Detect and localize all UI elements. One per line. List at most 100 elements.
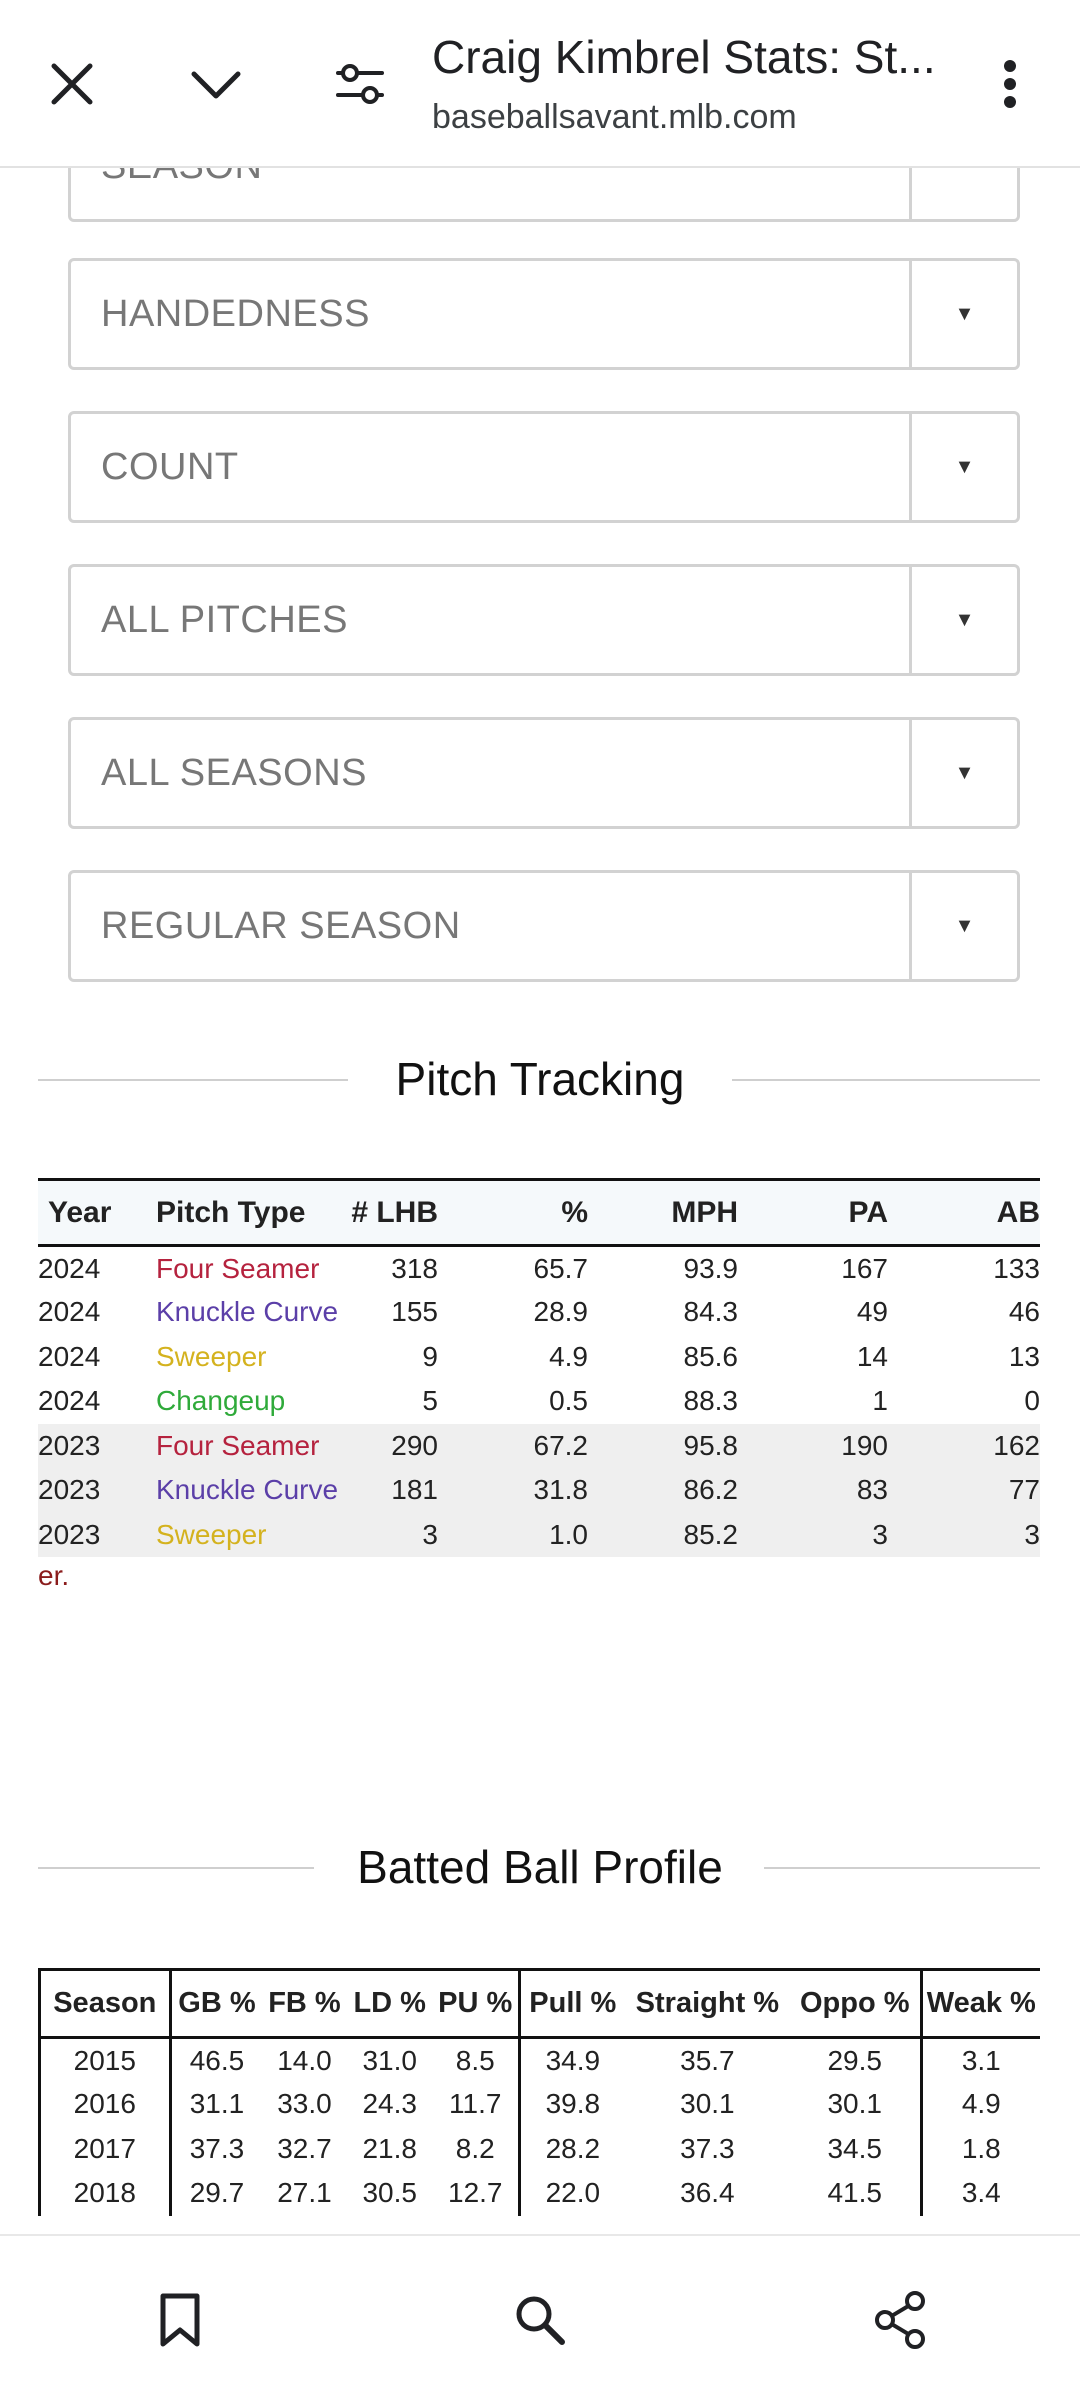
cell-lhb: 5 xyxy=(422,1385,438,1417)
cell-mph: 84.3 xyxy=(683,1296,739,1328)
cell-pct: 4.9 xyxy=(549,1340,588,1372)
count-filter-select[interactable]: COUNT ▼ xyxy=(68,411,1020,523)
table-row: 2016 31.1 33.0 24.3 11.7 39.8 30.1 30.1 4.9 xyxy=(38,2082,1040,2127)
col-header-straight[interactable]: Straight % xyxy=(624,1968,790,2039)
cell-pa: 3 xyxy=(872,1518,888,1550)
col-header-pull[interactable]: Pull % xyxy=(517,1968,625,2039)
cell-oppo: 34.5 xyxy=(827,2132,882,2164)
dropdown-arrow-icon[interactable]: ▼ xyxy=(909,261,1017,367)
dropdown-arrow-icon[interactable]: ▼ xyxy=(909,414,1017,520)
col-header-oppo[interactable]: Oppo % xyxy=(789,1968,922,2039)
cell-pa: 1 xyxy=(872,1385,888,1417)
cell-pct: 28.9 xyxy=(533,1296,589,1328)
cell-type: Changeup xyxy=(156,1385,286,1417)
cell-pct: 31.8 xyxy=(533,1474,589,1506)
col-header-pa[interactable]: PA xyxy=(848,1195,888,1229)
pitches-filter-select[interactable]: ALL PITCHES ▼ xyxy=(68,564,1020,676)
cell-lhb: 181 xyxy=(391,1474,438,1506)
cell-fb: 14.0 xyxy=(277,2044,332,2076)
dropdown-arrow-icon[interactable]: ▼ xyxy=(909,873,1017,979)
share-icon[interactable] xyxy=(860,2280,940,2360)
cell-oppo: 41.5 xyxy=(827,2177,882,2209)
table-row: 2023 Knuckle Curve 181 31.8 86.2 83 77 xyxy=(38,1468,1040,1513)
cell-oppo: 29.5 xyxy=(827,2044,882,2076)
col-header-gb[interactable]: GB % xyxy=(168,1968,263,2039)
table-row: 2015 46.5 14.0 31.0 8.5 34.9 35.7 29.5 3.1 xyxy=(38,2037,1040,2082)
page-settings-icon[interactable] xyxy=(320,44,400,124)
handedness-filter-select[interactable]: HANDEDNESS ▼ xyxy=(68,258,1020,370)
page-url[interactable]: baseballsavant.mlb.com xyxy=(432,98,797,136)
cell-season: 2018 xyxy=(38,2171,171,2216)
count-filter-label: COUNT xyxy=(101,446,239,488)
cell-pu: 8.5 xyxy=(455,2044,495,2076)
cell-ab: 3 xyxy=(1024,1518,1040,1550)
cell-mph: 95.8 xyxy=(683,1429,739,1461)
cell-straight: 37.3 xyxy=(680,2132,735,2164)
cell-oppo: 30.1 xyxy=(827,2088,882,2120)
cell-weak: 3.4 xyxy=(919,2171,1040,2216)
col-header-year[interactable]: Year xyxy=(48,1195,112,1229)
cell-mph: 85.2 xyxy=(683,1518,739,1550)
cell-year: 2024 xyxy=(38,1296,101,1328)
cell-gb: 37.3 xyxy=(168,2126,263,2171)
pitch-tracking-table-container[interactable]: Year Pitch Type # LHB % MPH PA AB 2024 Fo… xyxy=(38,1178,1040,1557)
col-header-mph[interactable]: MPH xyxy=(671,1195,738,1229)
cell-fb: 27.1 xyxy=(277,2177,332,2209)
close-icon[interactable] xyxy=(32,44,112,124)
seasons-filter-select[interactable]: ALL SEASONS ▼ xyxy=(68,717,1020,829)
section-divider xyxy=(732,1079,1040,1081)
cell-type: Sweeper xyxy=(156,1340,267,1372)
cell-ld: 24.3 xyxy=(362,2088,417,2120)
cell-ab: 162 xyxy=(993,1429,1040,1461)
cell-ab: 77 xyxy=(1008,1474,1040,1506)
bookmark-icon[interactable] xyxy=(140,2280,220,2360)
dropdown-arrow-icon[interactable]: ▼ xyxy=(909,567,1017,673)
cell-pct: 1.0 xyxy=(549,1518,588,1550)
col-header-weak[interactable]: Weak % xyxy=(919,1968,1040,2039)
section-divider xyxy=(38,1079,348,1081)
cell-season: 2017 xyxy=(38,2126,171,2171)
cell-weak: 4.9 xyxy=(919,2082,1040,2127)
col-header-season[interactable]: Season xyxy=(38,1968,171,2039)
batted-ball-table-container[interactable]: Season GB % FB % LD % PU % Pull % Straig… xyxy=(38,1968,1040,2216)
col-header-fb[interactable]: FB % xyxy=(262,1968,347,2039)
section-divider xyxy=(764,1867,1040,1869)
cell-pct: 65.7 xyxy=(533,1252,589,1284)
table-row: 2024 Changeup 5 0.5 88.3 1 0 xyxy=(38,1379,1040,1424)
cell-mph: 85.6 xyxy=(683,1340,739,1372)
cell-pa: 14 xyxy=(856,1340,888,1372)
cell-pull: 22.0 xyxy=(517,2171,625,2216)
col-header-percent[interactable]: % xyxy=(561,1195,588,1229)
cell-gb: 31.1 xyxy=(168,2082,263,2127)
cell-ab: 46 xyxy=(1008,1296,1040,1328)
col-header-lhb[interactable]: # LHB xyxy=(351,1195,438,1229)
cell-pa: 83 xyxy=(856,1474,888,1506)
cell-ld: 21.8 xyxy=(362,2132,417,2164)
cell-lhb: 3 xyxy=(422,1518,438,1550)
table-footnote: er. xyxy=(38,1560,70,1591)
cell-lhb: 318 xyxy=(391,1252,438,1284)
pitch-tracking-title: Pitch Tracking xyxy=(395,1053,685,1105)
col-header-ld[interactable]: LD % xyxy=(346,1968,433,2039)
cell-type: Knuckle Curve xyxy=(156,1296,339,1328)
col-header-pu[interactable]: PU % xyxy=(432,1968,520,2039)
season-type-filter-select[interactable]: REGULAR SEASON ▼ xyxy=(68,870,1020,982)
cell-year: 2024 xyxy=(38,1340,101,1372)
dropdown-arrow-icon[interactable] xyxy=(909,168,1017,219)
cell-year: 2023 xyxy=(38,1518,101,1550)
section-divider xyxy=(38,1867,314,1869)
cell-pull: 28.2 xyxy=(517,2126,625,2171)
col-header-pitch-type[interactable]: Pitch Type xyxy=(156,1195,306,1229)
cell-year: 2024 xyxy=(38,1385,101,1417)
season-filter-select[interactable]: SEASON xyxy=(68,168,1020,222)
cell-type: Four Seamer xyxy=(156,1429,320,1461)
dropdown-arrow-icon[interactable]: ▼ xyxy=(909,720,1017,826)
more-vert-icon[interactable] xyxy=(970,44,1050,124)
batted-ball-table: Season GB % FB % LD % PU % Pull % Straig… xyxy=(38,1968,1040,2216)
browser-top-bar: Craig Kimbrel Stats: St... baseballsavan… xyxy=(0,0,1080,168)
chevron-down-icon[interactable] xyxy=(176,44,256,124)
cell-pull: 39.8 xyxy=(517,2082,625,2127)
page-content: SEASON HANDEDNESS ▼ COUNT ▼ ALL PITCHES … xyxy=(0,168,1080,2234)
search-icon[interactable] xyxy=(500,2280,580,2360)
col-header-ab[interactable]: AB xyxy=(996,1195,1040,1229)
